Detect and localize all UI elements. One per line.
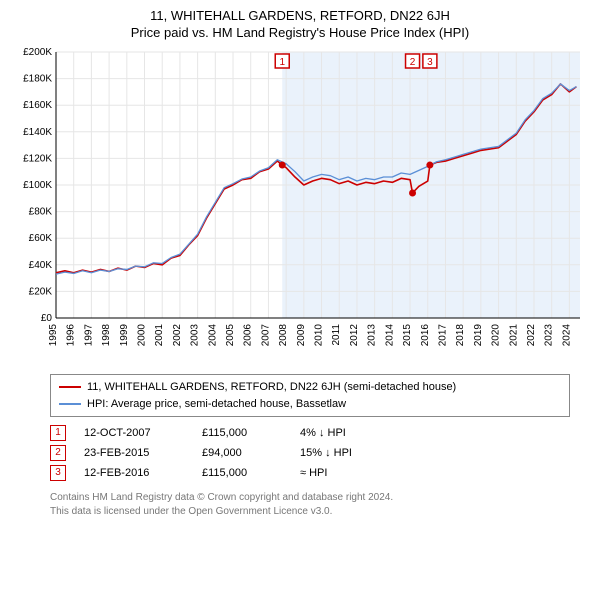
x-tick-label: 2002 bbox=[172, 324, 183, 347]
x-tick-label: 2021 bbox=[508, 324, 519, 347]
event-delta: ≈ HPI bbox=[300, 467, 400, 479]
y-tick-label: £80K bbox=[29, 207, 53, 218]
footnote-line: Contains HM Land Registry data © Crown c… bbox=[50, 491, 570, 505]
x-tick-label: 2003 bbox=[190, 324, 201, 347]
x-tick-label: 2007 bbox=[260, 324, 271, 347]
x-tick-label: 2005 bbox=[225, 324, 236, 347]
y-tick-label: £100K bbox=[23, 180, 52, 191]
event-marker-1: 1 bbox=[275, 54, 289, 68]
price-chart: £0 £20K £40K £60K £80K £100K £120K £140K £160K £1… bbox=[10, 46, 590, 366]
x-tick-label: 2024 bbox=[561, 324, 572, 347]
svg-text:2: 2 bbox=[410, 57, 416, 68]
event-marker-2: 2 bbox=[406, 54, 420, 68]
y-tick-label: £20K bbox=[29, 286, 53, 297]
event-date: 12-OCT-2007 bbox=[84, 427, 184, 439]
x-tick-label: 1997 bbox=[83, 324, 94, 347]
event-marker-icon: 1 bbox=[50, 425, 66, 441]
x-tick-label: 1998 bbox=[101, 324, 112, 347]
x-tick-label: 2009 bbox=[296, 324, 307, 347]
svg-text:1: 1 bbox=[279, 57, 285, 68]
y-tick-label: £140K bbox=[23, 127, 52, 138]
x-tick-label: 2012 bbox=[349, 324, 360, 347]
x-tick-label: 1995 bbox=[48, 324, 59, 347]
y-tick-label: £160K bbox=[23, 100, 52, 111]
y-tick-label: £40K bbox=[29, 260, 53, 271]
footnote: Contains HM Land Registry data © Crown c… bbox=[50, 491, 570, 518]
event-price: £94,000 bbox=[202, 447, 282, 459]
x-tick-label: 2001 bbox=[154, 324, 165, 347]
legend-label: 11, WHITEHALL GARDENS, RETFORD, DN22 6JH… bbox=[87, 379, 456, 396]
event-price: £115,000 bbox=[202, 467, 282, 479]
x-tick-label: 2006 bbox=[243, 324, 254, 347]
x-tick-label: 2017 bbox=[437, 324, 448, 347]
chart-subtitle: Price paid vs. HM Land Registry's House … bbox=[10, 25, 590, 40]
event-marker-icon: 3 bbox=[50, 465, 66, 481]
x-tick-label: 2015 bbox=[402, 324, 413, 347]
legend-item: HPI: Average price, semi-detached house,… bbox=[59, 396, 561, 413]
legend-item: 11, WHITEHALL GARDENS, RETFORD, DN22 6JH… bbox=[59, 379, 561, 396]
svg-text:3: 3 bbox=[427, 57, 433, 68]
event-marker-icon: 2 bbox=[50, 445, 66, 461]
x-tick-label: 2014 bbox=[384, 324, 395, 347]
legend: 11, WHITEHALL GARDENS, RETFORD, DN22 6JH… bbox=[50, 374, 570, 417]
x-tick-label: 2020 bbox=[491, 324, 502, 347]
x-tick-label: 1999 bbox=[119, 324, 130, 347]
event-row: 1 12-OCT-2007 £115,000 4% ↓ HPI bbox=[50, 425, 570, 441]
x-tick-label: 2019 bbox=[473, 324, 484, 347]
event-date: 23-FEB-2015 bbox=[84, 447, 184, 459]
legend-swatch bbox=[59, 403, 81, 405]
x-tick-label: 2013 bbox=[367, 324, 378, 347]
event-delta: 15% ↓ HPI bbox=[300, 447, 400, 459]
y-tick-label: £180K bbox=[23, 74, 52, 85]
footnote-line: This data is licensed under the Open Gov… bbox=[50, 505, 570, 519]
legend-swatch bbox=[59, 386, 81, 388]
chart-container: 11, WHITEHALL GARDENS, RETFORD, DN22 6JH… bbox=[0, 0, 600, 528]
x-tick-label: 2022 bbox=[526, 324, 537, 347]
y-tick-label: £200K bbox=[23, 47, 52, 58]
legend-label: HPI: Average price, semi-detached house,… bbox=[87, 396, 346, 413]
event-row: 3 12-FEB-2016 £115,000 ≈ HPI bbox=[50, 465, 570, 481]
x-tick-label: 2016 bbox=[420, 324, 431, 347]
y-tick-label: £60K bbox=[29, 233, 53, 244]
x-tick-label: 1996 bbox=[66, 324, 77, 347]
event-price: £115,000 bbox=[202, 427, 282, 439]
x-tick-label: 2023 bbox=[544, 324, 555, 347]
event-marker-3: 3 bbox=[423, 54, 437, 68]
x-tick-label: 2004 bbox=[207, 324, 218, 347]
x-tick-label: 2018 bbox=[455, 324, 466, 347]
event-date: 12-FEB-2016 bbox=[84, 467, 184, 479]
event-row: 2 23-FEB-2015 £94,000 15% ↓ HPI bbox=[50, 445, 570, 461]
x-tick-label: 2011 bbox=[331, 324, 342, 346]
y-tick-label: £0 bbox=[41, 313, 53, 324]
x-tick-label: 2008 bbox=[278, 324, 289, 347]
x-tick-label: 2010 bbox=[314, 324, 325, 347]
event-table: 1 12-OCT-2007 £115,000 4% ↓ HPI 2 23-FEB-2015… bbox=[50, 425, 570, 481]
event-delta: 4% ↓ HPI bbox=[300, 427, 400, 439]
y-tick-label: £120K bbox=[23, 153, 52, 164]
chart-title: 11, WHITEHALL GARDENS, RETFORD, DN22 6JH bbox=[10, 8, 590, 23]
x-tick-label: 2000 bbox=[137, 324, 148, 347]
